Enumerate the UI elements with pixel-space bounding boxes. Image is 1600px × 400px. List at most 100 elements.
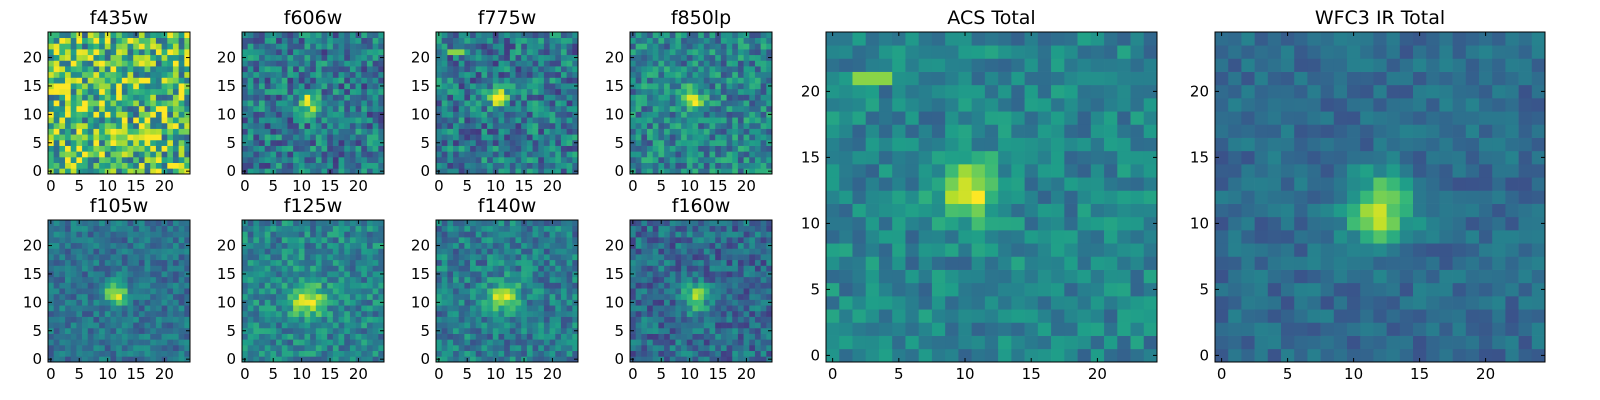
heatmap-cell <box>138 117 145 124</box>
x-tick-label: 20 <box>155 177 174 195</box>
heatmap-cell <box>293 316 300 323</box>
heatmap-cell <box>453 94 460 101</box>
heatmap-cell <box>521 100 528 107</box>
heatmap-cell <box>543 333 550 340</box>
heatmap-cell <box>298 254 305 261</box>
heatmap-cell <box>709 316 716 323</box>
heatmap-cell <box>82 322 89 329</box>
heatmap-cell <box>560 71 567 78</box>
heatmap-cell <box>355 225 362 232</box>
heatmap-cell <box>715 66 722 73</box>
heatmap-cell <box>178 259 185 266</box>
heatmap-cell <box>675 293 682 300</box>
heatmap-cell <box>737 66 744 73</box>
y-tick-label: 10 <box>411 105 430 123</box>
heatmap-cell <box>658 299 665 306</box>
heatmap-cell <box>247 327 254 334</box>
heatmap-cell <box>276 54 283 61</box>
heatmap-cell <box>470 248 477 255</box>
heatmap-cell <box>253 327 260 334</box>
heatmap-cell <box>436 259 443 266</box>
heatmap-cell <box>259 156 266 163</box>
heatmap-cell <box>327 237 334 244</box>
heatmap-cell <box>498 162 505 169</box>
heatmap-cell <box>737 37 744 44</box>
heatmap-cell <box>538 293 545 300</box>
heatmap-cell <box>59 134 66 141</box>
heatmap-cell <box>298 88 305 95</box>
heatmap-cell <box>743 134 750 141</box>
heatmap-cell <box>698 305 705 312</box>
heatmap-cell <box>538 122 545 129</box>
heatmap-cell <box>492 322 499 329</box>
heatmap-cell <box>709 282 716 289</box>
heatmap-cell <box>172 37 179 44</box>
heatmap-cell <box>121 316 128 323</box>
heatmap-cell <box>82 299 89 306</box>
heatmap-cell <box>110 54 117 61</box>
heatmap-cell <box>155 83 162 90</box>
heatmap-cell <box>481 88 488 95</box>
heatmap-cell <box>492 60 499 67</box>
heatmap-cell <box>532 356 539 363</box>
heatmap-cell <box>515 344 522 351</box>
heatmap-cell <box>133 139 140 146</box>
heatmap-cell <box>253 333 260 340</box>
heatmap-cell <box>116 299 123 306</box>
heatmap-cell <box>121 49 128 56</box>
heatmap-cell <box>116 145 123 152</box>
heatmap-cell <box>743 105 750 112</box>
heatmap-cell <box>504 339 511 346</box>
heatmap-cell <box>82 117 89 124</box>
heatmap-cell <box>133 310 140 317</box>
heatmap-cell <box>572 145 579 152</box>
heatmap-cell <box>133 248 140 255</box>
heatmap-cell <box>743 276 750 283</box>
heatmap-cell <box>703 333 710 340</box>
heatmap-cell <box>150 94 157 101</box>
heatmap-cell <box>87 168 94 175</box>
heatmap-cell <box>327 265 334 272</box>
heatmap-cell <box>447 350 454 357</box>
heatmap-cell <box>726 43 733 50</box>
heatmap-cell <box>344 310 351 317</box>
heatmap-cell <box>247 60 254 67</box>
heatmap-cell <box>726 145 733 152</box>
heatmap-cell <box>543 162 550 169</box>
heatmap-cell <box>338 299 345 306</box>
heatmap-cell <box>681 100 688 107</box>
heatmap-cell <box>737 94 744 101</box>
heatmap-cell <box>470 117 477 124</box>
heatmap-cell <box>538 305 545 312</box>
heatmap-cell <box>116 305 123 312</box>
heatmap-cell <box>635 293 642 300</box>
heatmap-cell <box>48 288 55 295</box>
heatmap-cell <box>110 225 117 232</box>
heatmap-cell <box>110 139 117 146</box>
heatmap-cell <box>441 145 448 152</box>
heatmap-cell <box>293 237 300 244</box>
heatmap-cell <box>315 156 322 163</box>
heatmap-cell <box>737 162 744 169</box>
heatmap-cell <box>178 299 185 306</box>
heatmap-cell <box>560 344 567 351</box>
heatmap-cell <box>669 60 676 67</box>
heatmap-cell <box>566 151 573 158</box>
heatmap-cell <box>532 293 539 300</box>
heatmap-cell <box>521 259 528 266</box>
heatmap-cell <box>116 32 123 39</box>
heatmap-cell <box>304 54 311 61</box>
heatmap-cell <box>526 356 533 363</box>
heatmap-cell <box>754 156 761 163</box>
heatmap-cell <box>287 37 294 44</box>
heatmap-cell <box>361 71 368 78</box>
heatmap-cell <box>464 77 471 84</box>
heatmap-cell <box>87 248 94 255</box>
heatmap-cell <box>59 145 66 152</box>
heatmap-cell <box>366 242 373 249</box>
heatmap-cell <box>538 37 545 44</box>
heatmap-cell <box>167 299 174 306</box>
heatmap-cell <box>641 43 648 50</box>
heatmap-cell <box>116 276 123 283</box>
